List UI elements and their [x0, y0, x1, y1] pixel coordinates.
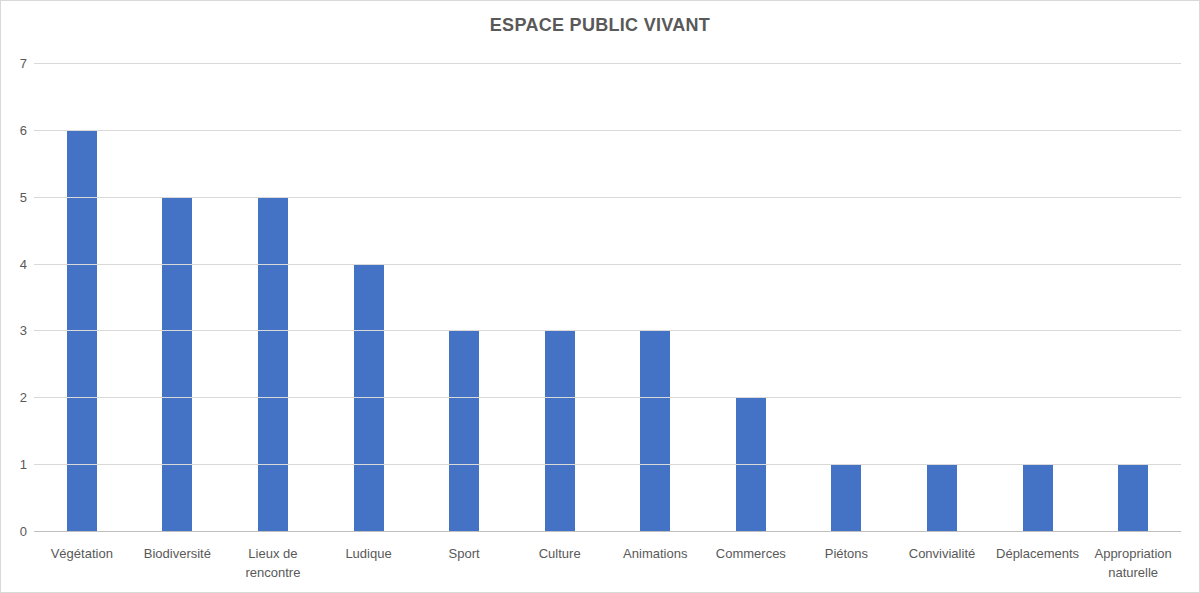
x-category-label: Appropriation naturelle [1085, 544, 1181, 582]
bar-slot [894, 64, 990, 532]
bar [831, 465, 861, 532]
y-tick-label: 0 [7, 525, 27, 539]
bar [449, 331, 479, 532]
bar [927, 465, 957, 532]
bar-slot [512, 64, 608, 532]
bar [1023, 465, 1053, 532]
gridline [34, 397, 1181, 398]
chart-frame: ESPACE PUBLIC VIVANT 0 1 2 3 4 5 6 7 Végétation… [0, 0, 1200, 593]
bar-slot [416, 64, 512, 532]
x-category-label: Culture [512, 544, 608, 582]
bar [1118, 465, 1148, 532]
bar [67, 131, 97, 532]
x-category-label: Sport [416, 544, 512, 582]
x-category-label: Commerces [703, 544, 799, 582]
x-category-label: Convivialité [894, 544, 990, 582]
bar-slot [703, 64, 799, 532]
y-tick-label: 1 [7, 458, 27, 472]
y-tick-label: 6 [7, 124, 27, 138]
bar-slot [607, 64, 703, 532]
gridline [34, 197, 1181, 198]
bars-layer [34, 64, 1181, 532]
gridline [34, 264, 1181, 265]
y-tick-label: 5 [7, 191, 27, 205]
bar-slot [130, 64, 226, 532]
x-axis-line [34, 531, 1181, 532]
x-category-label: Animations [607, 544, 703, 582]
y-tick-label: 3 [7, 324, 27, 338]
x-axis: VégétationBiodiversitéLieux de rencontre… [34, 544, 1181, 582]
x-category-label: Lieux de rencontre [225, 544, 321, 582]
chart-title: ESPACE PUBLIC VIVANT [1, 15, 1199, 36]
x-category-label: Piétons [799, 544, 895, 582]
y-tick-label: 2 [7, 391, 27, 405]
bar-slot [1085, 64, 1181, 532]
gridline [34, 330, 1181, 331]
bar [736, 398, 766, 532]
bar [640, 331, 670, 532]
bar [162, 198, 192, 532]
bar-slot [990, 64, 1086, 532]
bar-slot [34, 64, 130, 532]
y-axis: 01234567 [7, 64, 27, 532]
x-category-label: Végétation [34, 544, 130, 582]
plot-area [34, 64, 1181, 532]
gridline [34, 464, 1181, 465]
bar-slot [799, 64, 895, 532]
y-tick-label: 4 [7, 258, 27, 272]
bar [354, 265, 384, 532]
bar-slot [321, 64, 417, 532]
gridline [34, 63, 1181, 64]
x-category-label: Ludique [321, 544, 417, 582]
y-tick-label: 7 [7, 57, 27, 71]
x-category-label: Biodiversité [130, 544, 226, 582]
bar-slot [225, 64, 321, 532]
x-category-label: Déplacements [990, 544, 1086, 582]
bar [545, 331, 575, 532]
bar [258, 198, 288, 532]
gridline [34, 130, 1181, 131]
